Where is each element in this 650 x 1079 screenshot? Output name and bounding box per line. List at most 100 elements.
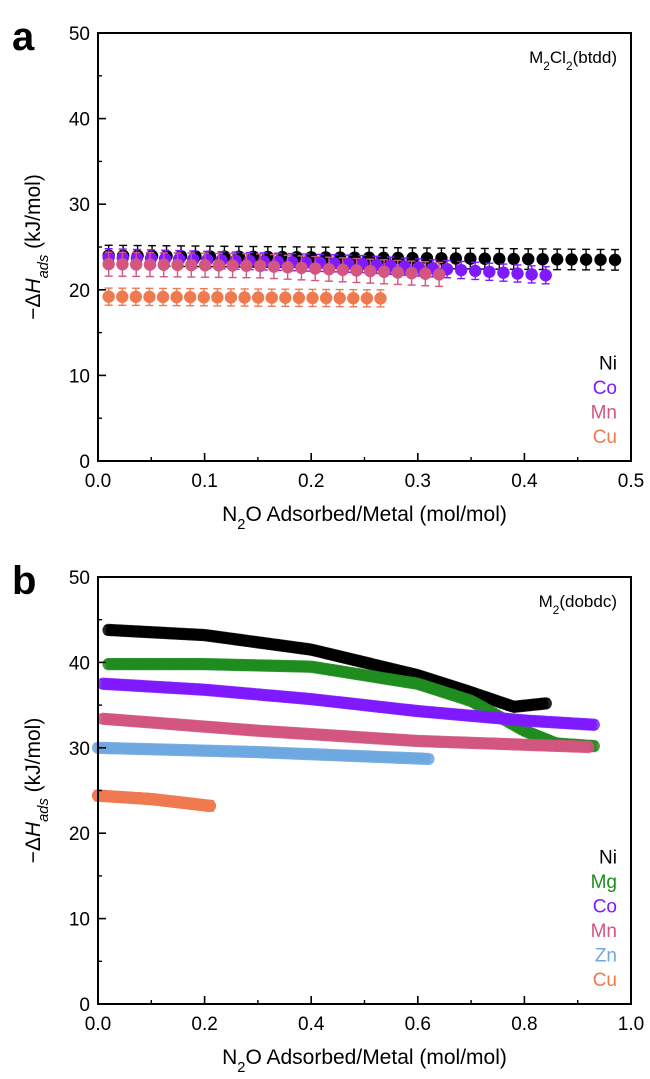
data-point — [143, 258, 157, 271]
data-point — [171, 258, 184, 272]
legend-entry-mn: Mn — [591, 403, 617, 424]
legend: Ni Co Mn Cu — [591, 354, 617, 449]
data-point — [449, 252, 463, 265]
x-tick-label: 0.6 — [405, 1014, 431, 1035]
y-tick-label: 40 — [69, 653, 90, 674]
x-tick-label: 0.0 — [85, 1014, 111, 1035]
data-point — [347, 291, 360, 305]
data-point — [539, 269, 552, 282]
data-point — [478, 252, 492, 265]
legend-entry-co: Co — [593, 378, 617, 399]
data-point — [102, 290, 115, 303]
y-tick-label: 30 — [69, 195, 90, 216]
data-point — [116, 258, 129, 271]
data-point — [211, 291, 224, 304]
data-point — [432, 268, 446, 281]
data-point — [226, 259, 239, 272]
data-point — [143, 290, 156, 304]
x-tick-label: 0.3 — [405, 471, 431, 492]
y-tick-label: 10 — [69, 366, 90, 387]
data-point — [198, 259, 212, 272]
data-point — [525, 268, 538, 281]
data-point — [374, 292, 387, 305]
legend: Ni Mg Co Mn Zn Cu — [591, 848, 617, 992]
data-point — [422, 752, 435, 766]
data-point — [507, 252, 520, 266]
sample-name: M2(dobdc) — [539, 592, 617, 617]
y-tick-label: 50 — [69, 24, 90, 45]
chart-panel-a: a 0.0 0.1 0.2 0.3 0.4 0.5 0 10 20 30 40 50 N2O Adsorb… — [12, 15, 644, 533]
data-point — [116, 290, 129, 303]
legend-entry-cu: Cu — [593, 427, 617, 448]
data-point — [594, 253, 607, 266]
data-point — [579, 253, 593, 266]
data-point — [469, 264, 482, 278]
data-point — [608, 253, 622, 267]
data-point — [454, 263, 468, 277]
sample-name: M2Cl2(btdd) — [529, 48, 617, 73]
data-point — [129, 290, 143, 304]
series-mn — [102, 251, 446, 288]
data-point — [405, 266, 418, 280]
chart-panel-b: b 0.0 0.2 0.4 0.6 0.8 1.0 0 10 20 30 40 50 N2O Adsorb… — [12, 559, 644, 1076]
plot-frame — [97, 576, 632, 1005]
data-point — [536, 253, 549, 266]
data-point — [522, 252, 535, 266]
x-tick-label: 0.2 — [298, 471, 324, 492]
data-point — [319, 291, 333, 305]
data-point — [156, 290, 170, 304]
data-point — [253, 259, 267, 273]
x-tick-label: 0.1 — [191, 471, 217, 492]
y-axis-title: −ΔHads (kJ/mol) — [22, 718, 52, 864]
legend-entry-mn: Mn — [591, 921, 617, 942]
y-tick-label: 30 — [69, 739, 90, 760]
data-point — [224, 291, 238, 304]
x-tick-label: 0.0 — [85, 471, 111, 492]
data-point — [265, 291, 278, 304]
x-axis-title: N2O Adsorbed/Metal (mol/mol) — [222, 503, 507, 533]
x-tick-label: 1.0 — [618, 1014, 644, 1035]
data-point — [238, 291, 251, 304]
data-point — [184, 290, 197, 304]
data-point — [212, 259, 226, 272]
x-tick-label: 0.4 — [511, 471, 538, 492]
x-tick-label: 0.4 — [298, 1014, 325, 1035]
data-point — [565, 253, 578, 266]
data-point — [336, 263, 349, 277]
series-co — [97, 677, 600, 731]
y-tick-label: 20 — [69, 824, 90, 845]
panel-letter: a — [12, 15, 35, 59]
data-point — [281, 261, 294, 274]
y-tick-label: 0 — [79, 452, 90, 473]
data-point — [279, 291, 292, 304]
data-point — [582, 740, 595, 754]
legend-entry-co: Co — [593, 897, 617, 918]
y-tick-label: 0 — [79, 995, 90, 1016]
panel-letter: b — [12, 559, 36, 603]
data-point — [129, 258, 143, 271]
data-point — [377, 265, 391, 278]
legend-entry-ni: Ni — [599, 354, 617, 375]
series-cu — [91, 789, 217, 813]
x-tick-label: 0.5 — [618, 471, 644, 492]
data-point — [240, 259, 253, 272]
data-point — [157, 258, 170, 271]
x-axis-title: N2O Adsorbed/Metal (mol/mol) — [222, 1046, 507, 1076]
data-point — [550, 253, 564, 266]
y-axis-title: −ΔHads (kJ/mol) — [22, 174, 52, 320]
series-cu — [102, 287, 387, 308]
data-point — [292, 291, 306, 305]
legend-entry-cu: Cu — [593, 970, 617, 991]
data-point — [360, 292, 374, 305]
data-point — [267, 260, 281, 273]
data-point — [539, 697, 552, 710]
data-point — [391, 266, 405, 279]
data-point — [435, 252, 448, 265]
data-point — [308, 262, 322, 275]
data-point — [322, 262, 336, 276]
data-point — [419, 267, 432, 280]
data-point — [511, 267, 524, 280]
data-point — [251, 291, 265, 304]
data-point — [295, 261, 308, 275]
